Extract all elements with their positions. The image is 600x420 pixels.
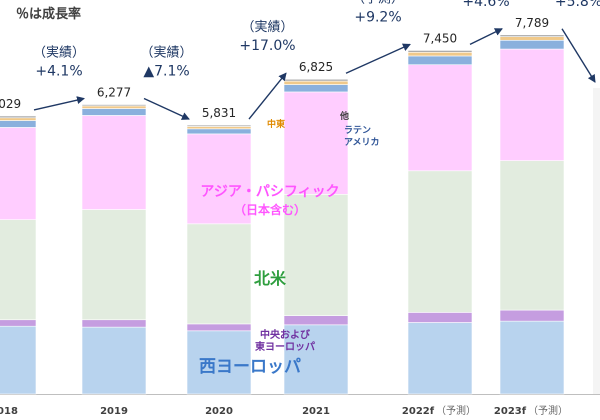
bar-segment-2019-s6 [81, 104, 147, 107]
bar-segment-2018-s0 [0, 325, 37, 395]
series-label-cee-line2: 東ヨーロッパ [255, 340, 315, 353]
growth-rate-3: +9.2% [354, 9, 401, 25]
series-label-latam-line1: ラテン [344, 125, 371, 136]
total-label-2018: 6,029 [0, 97, 21, 111]
bar-segment-2020-s5 [186, 126, 252, 130]
bar-segment-2020-s2 [186, 223, 252, 325]
growth-status-3: （予測） [352, 0, 404, 6]
bars-layer [0, 34, 600, 395]
total-label-2021: 6,825 [299, 60, 333, 74]
bar-segment-2019-s5 [81, 105, 147, 109]
bar-segment-2018-s1 [0, 319, 37, 327]
x-tick-label-2021: 2021 [302, 406, 330, 417]
growth-arrow-0 [33, 96, 85, 111]
x-tick-note-2023f: （予測） [528, 404, 568, 417]
bar-segment-2023f-s3 [499, 48, 565, 161]
growth-rate-0: +4.1% [35, 64, 82, 80]
bar-segment-2020-s6 [186, 124, 252, 127]
bar-segment-2022f-s0 [407, 322, 473, 395]
bar-segment-2020-s1 [186, 323, 252, 332]
x-tick-label-2023f: 2023f [494, 406, 527, 417]
growth-rate-2: +17.0% [239, 38, 295, 54]
x-tick-label-2018: 2018 [0, 406, 18, 417]
growth-arrow-4 [469, 28, 503, 46]
series-label-north-america: 北米 [254, 269, 287, 288]
growth-arrow-2 [248, 72, 287, 120]
bar-segment-2021-s4 [283, 84, 349, 93]
growth-arrow-5 [561, 28, 596, 83]
growth-rate-5: +5.8% [555, 0, 600, 10]
bar-segment-2018-s5 [0, 117, 37, 121]
bar-segment-2022f-s3 [407, 64, 473, 172]
bar-segment-2023f-s2 [499, 160, 565, 311]
bar-segment-2021-s1 [283, 315, 349, 326]
bar-segment-2023f-s6 [499, 34, 565, 37]
growth-status-1: （実績） [140, 45, 192, 61]
growth-status-2: （実績） [241, 19, 293, 35]
bar-segment-2021-s3 [283, 91, 349, 195]
series-label-other: 他 [339, 110, 349, 122]
bar-segment-2023f-s4 [499, 39, 565, 50]
bar-segment-2019-s4 [81, 108, 147, 116]
bar-segment-2020-s3 [186, 133, 252, 225]
total-label-2022f: 7,450 [423, 31, 457, 45]
bar-segment-2023f-s1 [499, 309, 565, 322]
bar-segment-2018-s6 [0, 115, 37, 119]
bar-segment-2020-s4 [186, 128, 252, 135]
series-label-asia-pacific-note: （日本含む） [234, 202, 306, 217]
growth-arrow-1 [143, 97, 190, 120]
bar-partial-edge [593, 88, 600, 394]
bar-segment-2021-s2 [283, 194, 349, 316]
bar-segment-2019-s1 [81, 319, 147, 328]
bar-segment-2018-s4 [0, 120, 37, 128]
series-label-middle-east: 中東 [267, 118, 285, 130]
bar-segment-2018-s3 [0, 127, 37, 220]
x-tick-label-2019: 2019 [100, 406, 128, 417]
x-tick-label-2022f: 2022f [402, 406, 435, 417]
total-label-2020: 5,831 [202, 106, 236, 120]
bar-segment-2018-s2 [0, 219, 37, 321]
header-note: ％は成長率 [16, 6, 81, 22]
bar-segment-2022f-s5 [407, 51, 473, 57]
total-label-2023f: 7,789 [515, 16, 549, 30]
bar-segment-2019-s3 [81, 115, 147, 210]
bar-segment-2021-s6 [283, 78, 349, 82]
x-tick-label-2020: 2020 [205, 406, 233, 417]
bar-segment-2022f-s2 [407, 170, 473, 313]
bar-segment-2021-s5 [283, 80, 349, 85]
bar-segment-2019-s2 [81, 209, 147, 321]
bar-segment-2022f-s6 [407, 50, 473, 53]
growth-rate-1: ▲7.1% [143, 64, 189, 80]
total-label-2019: 6,277 [97, 86, 131, 100]
bar-segment-2022f-s4 [407, 55, 473, 66]
growth-status-0: （実績） [33, 45, 85, 61]
bar-segment-2023f-s5 [499, 36, 565, 41]
x-tick-note-2022f: （予測） [436, 404, 476, 417]
series-label-west-europe: 西ヨーロッパ [199, 357, 301, 377]
bar-segment-2022f-s1 [407, 312, 473, 323]
growth-arrows-layer [33, 28, 596, 120]
bar-segment-2020-s0 [186, 330, 252, 395]
bar-segment-2021-s0 [283, 324, 349, 395]
growth-arrow-3 [345, 43, 411, 74]
series-label-cee-line1: 中央および [260, 328, 310, 341]
bar-segment-2019-s0 [81, 326, 147, 395]
series-label-latam-line2: アメリカ [344, 137, 380, 148]
growth-rate-4: +4.6% [462, 0, 509, 10]
series-label-asia-pacific: アジア・パシフィック [200, 184, 339, 200]
bar-segment-2023f-s0 [499, 320, 565, 395]
